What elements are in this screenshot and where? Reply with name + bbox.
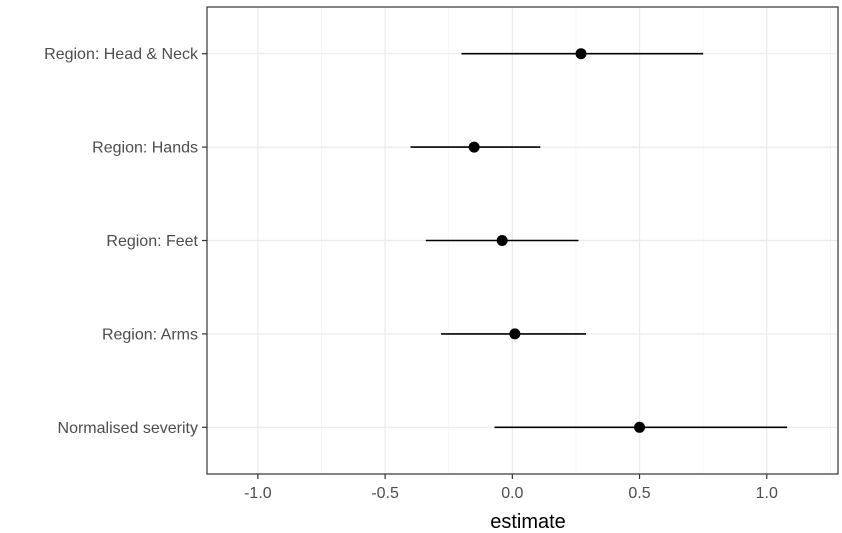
x-tick-label-2: 0.0 xyxy=(501,485,523,502)
estimate-point-2 xyxy=(496,235,508,246)
y-tick-label-0: Region: Head & Neck xyxy=(44,46,199,63)
x-tick-label-0: -1.0 xyxy=(244,485,272,502)
estimate-point-0 xyxy=(575,48,587,60)
x-tick-label-4: 1.0 xyxy=(756,485,778,502)
y-tick-label-2: Region: Feet xyxy=(106,233,198,250)
estimate-points xyxy=(468,48,646,433)
estimate-point-1 xyxy=(468,141,480,153)
estimate-point-3 xyxy=(509,328,521,340)
x-axis: -1.0 -0.5 0.0 0.5 1.0 xyxy=(244,474,778,502)
y-tick-label-1: Region: Hands xyxy=(92,140,198,157)
x-axis-label: estimate xyxy=(490,511,566,533)
x-tick-label-3: 0.5 xyxy=(628,485,650,502)
estimate-point-4 xyxy=(634,421,646,433)
x-tick-label-1: -0.5 xyxy=(371,485,399,502)
y-tick-label-3: Region: Arms xyxy=(102,326,198,343)
y-tick-label-4: Normalised severity xyxy=(58,420,198,437)
y-axis: Region: Head & Neck Region: Hands Region: … xyxy=(44,46,207,437)
